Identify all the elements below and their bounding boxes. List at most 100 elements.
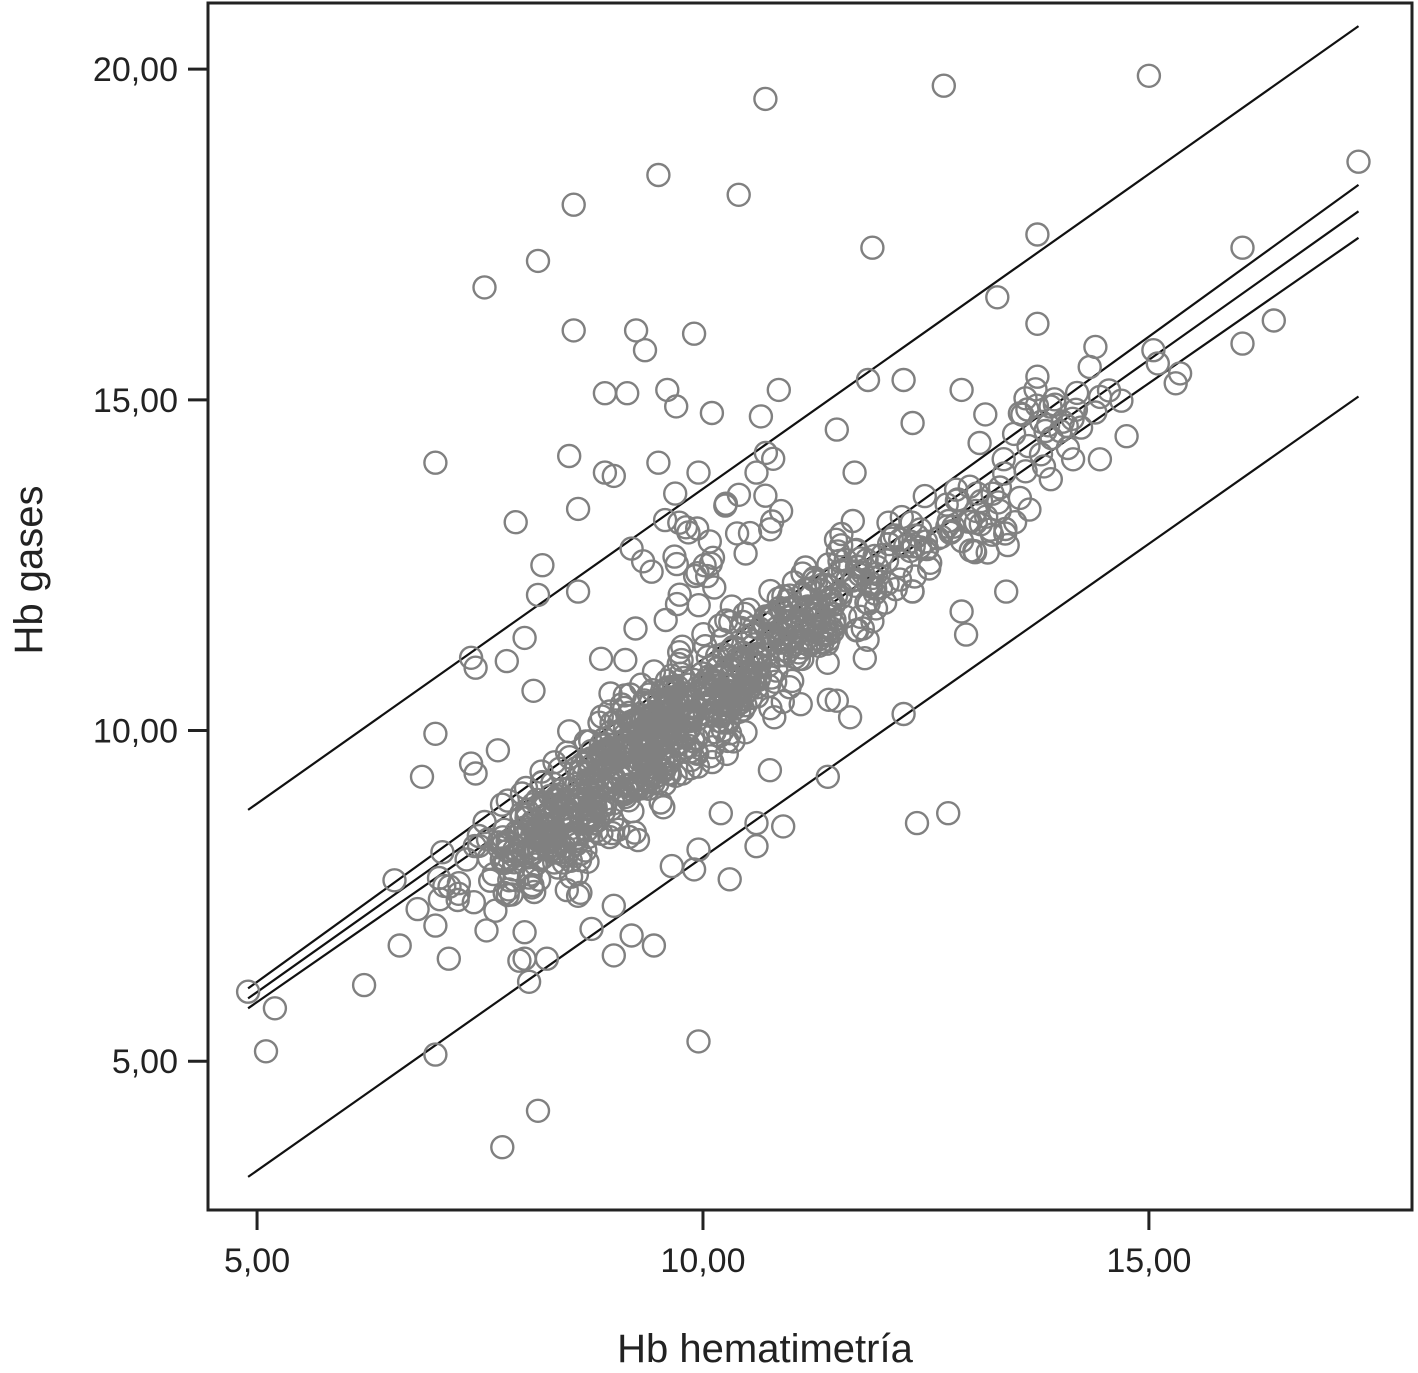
data-point [669, 647, 694, 673]
data-point [985, 285, 1010, 310]
data-point [714, 699, 740, 725]
data-point [446, 871, 472, 896]
data-point [945, 487, 971, 512]
data-point [755, 627, 781, 652]
data-point [1024, 393, 1050, 418]
data-point [691, 622, 716, 647]
data-point [1145, 351, 1171, 376]
data-point [753, 86, 778, 112]
data-point [514, 805, 539, 831]
data-point [686, 460, 711, 485]
data-point [466, 833, 492, 859]
data-point [768, 498, 794, 524]
data-point [692, 682, 717, 708]
data-point [1060, 447, 1086, 472]
data-point [1136, 63, 1162, 89]
data-point [757, 758, 783, 783]
data-point [405, 896, 430, 922]
data-point [525, 582, 551, 608]
data-point [625, 827, 651, 853]
data-point [1028, 442, 1054, 467]
data-point [1230, 235, 1255, 260]
data-point [986, 490, 1011, 515]
data-point [855, 367, 881, 393]
data-point [646, 450, 671, 475]
data-point [823, 527, 849, 552]
data-point [646, 162, 671, 188]
data-point [705, 643, 730, 668]
data-point [1023, 377, 1048, 402]
data-point [652, 507, 678, 533]
data-point [676, 717, 702, 742]
plot-frame [206, 1, 1414, 1212]
data-point [512, 920, 537, 945]
data-point [733, 541, 758, 566]
data-point [852, 646, 877, 671]
data-point [987, 498, 1012, 523]
data-point [753, 483, 778, 508]
data-point [1087, 447, 1113, 472]
data-point [979, 522, 1005, 547]
data-point [671, 665, 696, 691]
data-point [816, 552, 841, 577]
data-point [879, 526, 904, 551]
data-point [1346, 149, 1371, 174]
data-point [423, 913, 448, 938]
data-point [752, 611, 777, 636]
data-point [815, 650, 840, 675]
data-point [686, 837, 711, 862]
data-point [654, 680, 680, 705]
data-point [973, 402, 998, 427]
data-point [1261, 308, 1287, 333]
data-point [486, 830, 511, 855]
data-point [736, 597, 762, 622]
data-point [842, 460, 867, 485]
data-point [778, 595, 803, 621]
x-tick-label: 5,00 [224, 1242, 290, 1280]
data-point [830, 557, 856, 583]
data-point [423, 721, 448, 746]
data-point [423, 450, 448, 475]
data-point [744, 460, 769, 485]
data-point [253, 1039, 279, 1064]
data-point [824, 417, 849, 442]
data-point [659, 853, 684, 879]
data-point [1031, 454, 1057, 479]
data-point [620, 735, 645, 761]
data-point [742, 614, 767, 639]
data-point [668, 661, 693, 686]
fit-line-5 [247, 395, 1360, 1178]
data-point [619, 536, 644, 561]
data-point [1025, 311, 1050, 336]
data-point [612, 683, 637, 708]
data-point [726, 182, 751, 208]
data-point [717, 867, 742, 892]
data-point [900, 579, 925, 604]
data-point [860, 235, 885, 260]
data-point [655, 761, 681, 786]
data-point [758, 696, 783, 721]
data-point [598, 797, 624, 822]
data-point [641, 659, 667, 684]
data-point [530, 553, 555, 578]
y-tick-label: 15,00 [93, 382, 178, 420]
data-point [632, 338, 658, 363]
data-point [526, 867, 552, 892]
data-point [624, 772, 649, 797]
data-point [697, 529, 722, 554]
data-point [579, 916, 604, 942]
data-point [641, 933, 667, 958]
data-point [525, 1098, 551, 1124]
data-point [1230, 331, 1255, 356]
data-point [667, 582, 692, 607]
data-point [520, 809, 545, 834]
data-point [692, 553, 717, 578]
data-points [235, 63, 1371, 1160]
data-point [494, 648, 519, 674]
data-point [600, 807, 625, 832]
data-point [546, 840, 571, 865]
data-point [753, 440, 779, 466]
data-point [262, 996, 288, 1021]
data-point [651, 795, 676, 820]
data-point [699, 400, 725, 426]
